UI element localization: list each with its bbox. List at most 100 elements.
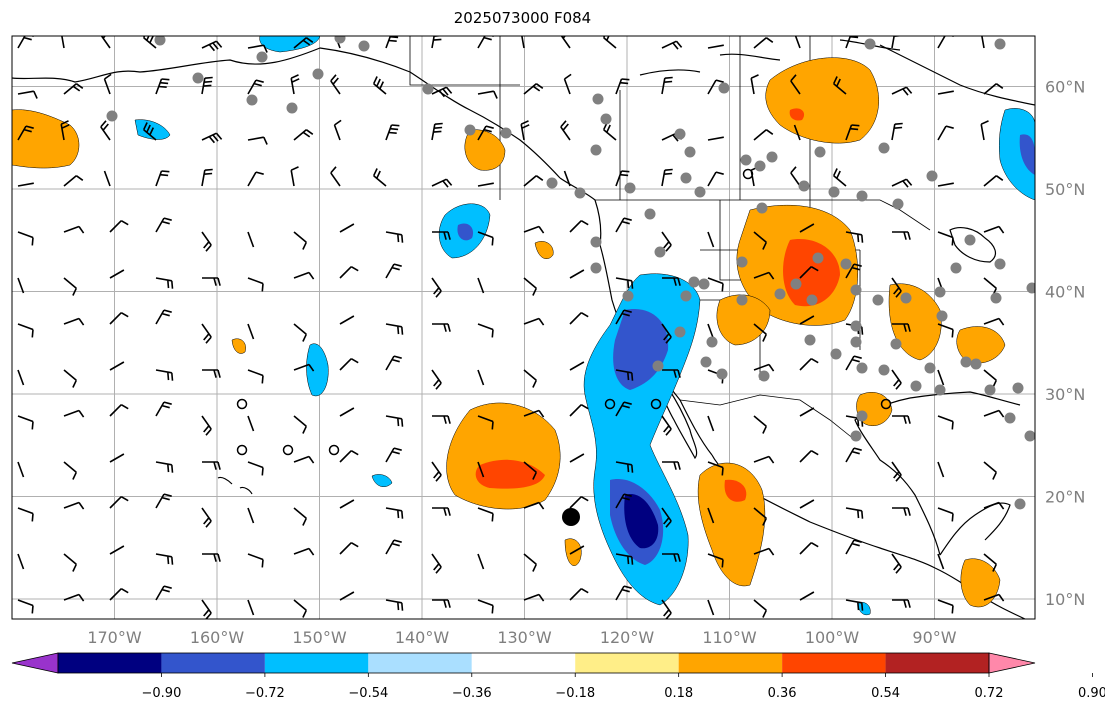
station-marker xyxy=(740,154,752,166)
colorbar-tick-label: −0.18 xyxy=(555,686,595,701)
wind-barb xyxy=(615,369,634,381)
open-circle-marker xyxy=(328,444,340,456)
wind-barb xyxy=(17,415,34,430)
station-marker xyxy=(830,348,842,360)
wind-barb xyxy=(615,585,632,601)
wind-barb xyxy=(63,369,78,388)
longitude-label: 100°W xyxy=(805,628,860,647)
wind-barb xyxy=(201,507,212,528)
wind-barb xyxy=(523,225,545,234)
wind-barb xyxy=(385,355,402,371)
latitude-label: 60°N xyxy=(1045,78,1085,97)
wind-barb xyxy=(201,415,212,436)
wind-barb xyxy=(523,83,544,95)
wind-barb xyxy=(937,507,954,522)
wind-barb xyxy=(293,231,308,250)
wind-barb xyxy=(477,182,494,187)
wind-barb xyxy=(477,125,494,141)
station-marker xyxy=(758,370,770,382)
wind-barb xyxy=(845,355,862,371)
wind-barb xyxy=(155,461,174,473)
wind-barb xyxy=(845,599,864,611)
station-marker xyxy=(674,326,686,338)
wind-barb xyxy=(477,553,485,570)
wind-barb xyxy=(891,122,903,141)
station-marker xyxy=(950,262,962,274)
wind-barb xyxy=(615,493,632,509)
wind-barb xyxy=(432,415,451,424)
station-marker xyxy=(590,236,602,248)
wind-barb xyxy=(109,269,125,279)
wind-barb xyxy=(431,122,443,141)
wind-barb xyxy=(707,231,715,248)
station-marker xyxy=(600,113,612,125)
station-marker xyxy=(334,36,346,44)
station-markers xyxy=(106,36,1035,510)
station-marker xyxy=(900,292,912,304)
wind-barb xyxy=(707,171,724,187)
wind-barb xyxy=(385,323,404,335)
wind-barb xyxy=(661,40,683,50)
yucatan xyxy=(939,502,1011,556)
wind-barb xyxy=(477,323,494,338)
wind-barb xyxy=(432,323,451,332)
wind-barb xyxy=(247,136,268,145)
colorbar-frame xyxy=(57,652,990,674)
station-marker xyxy=(856,190,868,202)
wind-barb xyxy=(523,175,544,187)
station-marker xyxy=(774,288,786,300)
colorbar: −0.90 −0.72 −0.54 −0.36 −0.18 0.18 0.36 0.54 0.7… xyxy=(11,652,1105,701)
coastlines xyxy=(12,39,1035,619)
wind-barb xyxy=(892,323,911,332)
wind-barb xyxy=(202,461,221,470)
longitude-label: 160°W xyxy=(190,628,245,647)
wind-barb xyxy=(707,599,715,616)
wind-barb xyxy=(569,496,589,509)
wind-barb xyxy=(615,170,630,187)
wind-barb xyxy=(523,593,545,602)
station-marker xyxy=(934,286,946,298)
station-marker xyxy=(864,38,876,50)
wind-barb xyxy=(799,450,819,463)
station-marker xyxy=(964,234,976,246)
station-marker xyxy=(936,310,948,322)
station-marker xyxy=(890,338,902,350)
wind-barb xyxy=(293,323,308,342)
station-marker xyxy=(1024,430,1035,442)
map-frame xyxy=(11,35,1036,620)
wind-barb xyxy=(799,358,819,371)
wind-barb xyxy=(293,271,315,280)
station-marker xyxy=(684,146,696,158)
wind-barb xyxy=(202,553,221,562)
wind-barb xyxy=(201,599,212,619)
wind-barb xyxy=(891,369,902,390)
contour-positive-alaska xyxy=(12,109,80,169)
station-marker xyxy=(464,124,476,136)
wind-barb xyxy=(247,171,264,187)
wind-barb xyxy=(17,125,34,141)
wind-barb xyxy=(892,599,911,608)
wind-barb xyxy=(247,415,255,432)
colorbar-tick-label: −0.54 xyxy=(348,686,388,701)
wind-barb xyxy=(201,168,213,187)
wind-barb xyxy=(385,447,402,463)
us-canada-border xyxy=(595,199,931,231)
station-marker xyxy=(736,294,748,306)
contour-negative-tropics xyxy=(371,474,393,488)
station-marker xyxy=(674,128,686,140)
open-circle-marker xyxy=(236,444,248,456)
wind-barb xyxy=(892,231,911,240)
station-marker xyxy=(798,180,810,192)
station-marker xyxy=(960,356,972,368)
wind-barb xyxy=(63,175,84,187)
wind-barb xyxy=(891,461,902,482)
longitude-label: 90°W xyxy=(912,628,956,647)
wind-barb xyxy=(661,415,672,436)
colorbar-segment xyxy=(58,653,162,673)
station-marker xyxy=(590,144,602,156)
wind-barb xyxy=(432,507,451,516)
colorbar-segment xyxy=(368,653,472,673)
wind-barb xyxy=(661,231,672,252)
wind-barb xyxy=(661,599,672,619)
